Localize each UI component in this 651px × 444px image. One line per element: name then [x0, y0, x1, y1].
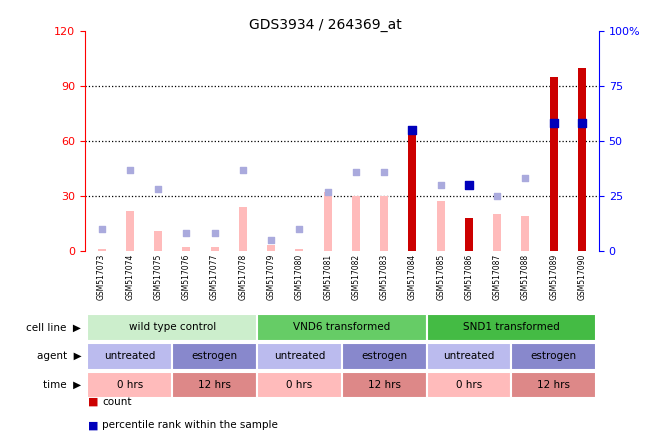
- Text: GSM517081: GSM517081: [323, 254, 332, 300]
- Text: untreated: untreated: [104, 351, 156, 361]
- Bar: [380, 196, 388, 251]
- Bar: [342, 372, 426, 398]
- Text: cell line  ▶: cell line ▶: [27, 322, 81, 333]
- Text: 12 hrs: 12 hrs: [537, 380, 570, 390]
- Text: GSM517076: GSM517076: [182, 254, 191, 300]
- Bar: [324, 192, 331, 251]
- Bar: [257, 314, 426, 341]
- Point: [294, 226, 305, 233]
- Text: time  ▶: time ▶: [43, 380, 81, 390]
- Bar: [342, 343, 426, 369]
- Text: GDS3934 / 264369_at: GDS3934 / 264369_at: [249, 18, 402, 32]
- Text: SND1 transformed: SND1 transformed: [463, 322, 560, 333]
- Text: GSM517087: GSM517087: [493, 254, 502, 300]
- Point: [210, 230, 220, 237]
- Bar: [98, 249, 105, 251]
- Bar: [426, 372, 511, 398]
- Bar: [239, 207, 247, 251]
- Point: [322, 188, 333, 195]
- Text: 0 hrs: 0 hrs: [117, 380, 143, 390]
- Text: GSM517084: GSM517084: [408, 254, 417, 300]
- Bar: [426, 314, 596, 341]
- Text: 0 hrs: 0 hrs: [286, 380, 312, 390]
- Point: [520, 175, 531, 182]
- Bar: [257, 372, 342, 398]
- Bar: [257, 343, 342, 369]
- Point: [464, 182, 474, 189]
- Bar: [154, 231, 162, 251]
- Point: [549, 120, 559, 127]
- Text: GSM517088: GSM517088: [521, 254, 530, 300]
- Text: GSM517077: GSM517077: [210, 254, 219, 300]
- Point: [153, 186, 163, 193]
- Text: count: count: [102, 397, 132, 407]
- Bar: [578, 68, 586, 251]
- Point: [408, 127, 418, 134]
- Point: [124, 166, 135, 173]
- Text: GSM517083: GSM517083: [380, 254, 389, 300]
- Bar: [549, 77, 558, 251]
- Point: [96, 226, 107, 233]
- Bar: [352, 196, 360, 251]
- Text: estrogen: estrogen: [531, 351, 577, 361]
- Text: agent  ▶: agent ▶: [36, 351, 81, 361]
- Point: [577, 120, 587, 127]
- Text: untreated: untreated: [443, 351, 495, 361]
- Text: GSM517079: GSM517079: [267, 254, 275, 300]
- Text: estrogen: estrogen: [191, 351, 238, 361]
- Point: [181, 230, 191, 237]
- Point: [351, 168, 361, 175]
- Text: wild type control: wild type control: [129, 322, 216, 333]
- Bar: [87, 343, 173, 369]
- Text: estrogen: estrogen: [361, 351, 408, 361]
- Text: GSM517085: GSM517085: [436, 254, 445, 300]
- Bar: [126, 210, 134, 251]
- Bar: [211, 247, 219, 251]
- Bar: [267, 246, 275, 251]
- Text: GSM517073: GSM517073: [97, 254, 106, 300]
- Point: [436, 182, 446, 189]
- Bar: [511, 343, 596, 369]
- Bar: [465, 218, 473, 251]
- Bar: [511, 372, 596, 398]
- Text: percentile rank within the sample: percentile rank within the sample: [102, 420, 278, 430]
- Text: VND6 transformed: VND6 transformed: [293, 322, 391, 333]
- Text: GSM517075: GSM517075: [154, 254, 163, 300]
- Point: [266, 236, 276, 243]
- Text: ■: ■: [88, 397, 98, 407]
- Bar: [437, 202, 445, 251]
- Text: untreated: untreated: [273, 351, 325, 361]
- Bar: [173, 343, 257, 369]
- Bar: [182, 247, 190, 251]
- Point: [379, 168, 389, 175]
- Bar: [173, 372, 257, 398]
- Text: GSM517090: GSM517090: [577, 254, 587, 300]
- Text: GSM517086: GSM517086: [464, 254, 473, 300]
- Bar: [426, 343, 511, 369]
- Text: GSM517078: GSM517078: [238, 254, 247, 300]
- Bar: [87, 314, 257, 341]
- Text: 12 hrs: 12 hrs: [198, 380, 231, 390]
- Point: [238, 166, 248, 173]
- Text: GSM517082: GSM517082: [352, 254, 361, 300]
- Bar: [408, 132, 417, 251]
- Text: GSM517089: GSM517089: [549, 254, 558, 300]
- Text: GSM517074: GSM517074: [126, 254, 134, 300]
- Text: GSM517080: GSM517080: [295, 254, 304, 300]
- Bar: [493, 214, 501, 251]
- Bar: [521, 216, 529, 251]
- Text: 12 hrs: 12 hrs: [368, 380, 400, 390]
- Text: ■: ■: [88, 420, 98, 430]
- Bar: [296, 249, 303, 251]
- Text: 0 hrs: 0 hrs: [456, 380, 482, 390]
- Point: [492, 192, 503, 199]
- Bar: [87, 372, 173, 398]
